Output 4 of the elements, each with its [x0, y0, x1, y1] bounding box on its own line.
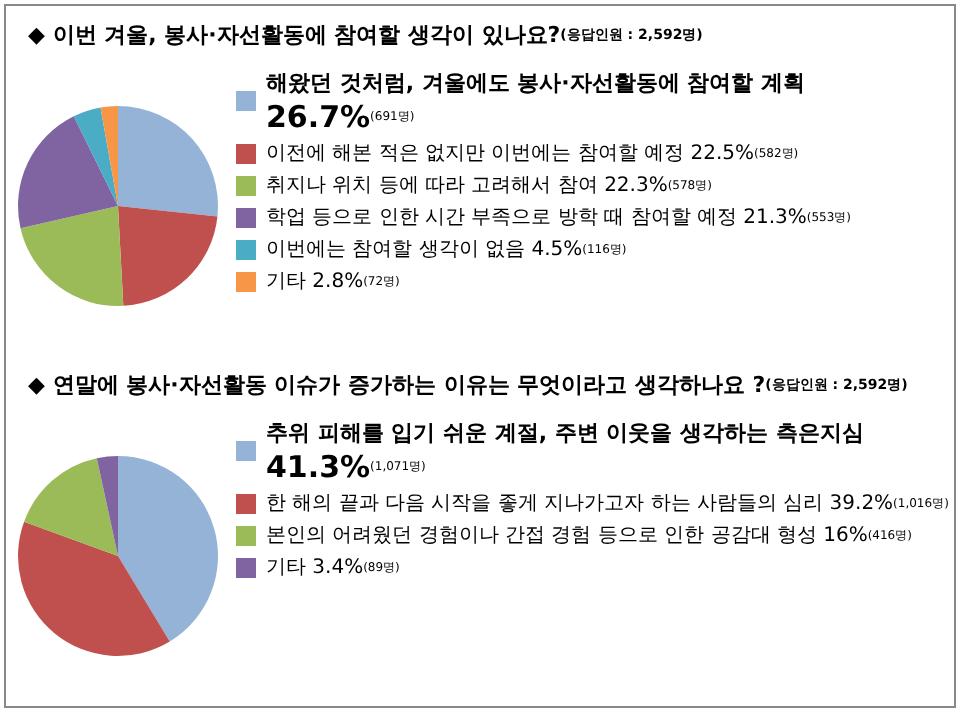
slice-label: 추위 피해를 입기 쉬운 계절, 주변 이웃을 생각하는 측은지심	[266, 420, 864, 446]
chart-title: ◆ 연말에 봉사·자선활동 이슈가 증가하는 이유는 무엇이라고 생각하나요 ?	[28, 372, 766, 398]
chart-title: ◆ 이번 겨울, 봉사·자선활동에 참여할 생각이 있나요?	[28, 22, 561, 48]
slice-label: 해왔던 것처럼, 겨울에도 봉사·자선활동에 참여할 계획	[266, 70, 806, 96]
